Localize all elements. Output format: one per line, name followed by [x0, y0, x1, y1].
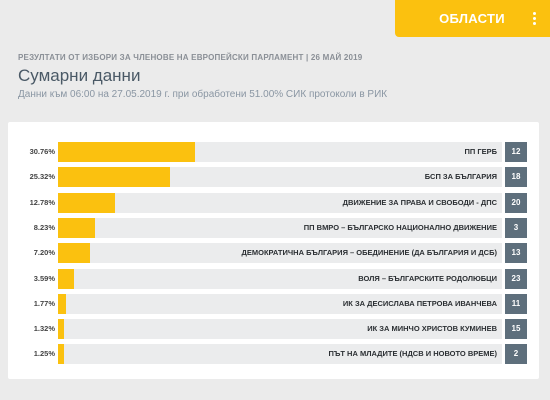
bar — [58, 293, 66, 314]
page-subtitle: Данни към 06:00 на 27.05.2019 г. при обр… — [18, 89, 388, 100]
category-label: ПП ВМРО – БЪЛГАРСКО НАЦИОНАЛНО ДВИЖЕНИЕ — [303, 222, 497, 232]
bar — [58, 217, 95, 238]
page-title: Сумарни данни — [18, 66, 141, 85]
bar-track: БСП ЗА БЪЛГАРИЯ — [58, 167, 502, 188]
chart-row[interactable]: 8.23% ПП ВМРО – БЪЛГАРСКО НАЦИОНАЛНО ДВИЖ… — [8, 217, 539, 238]
ballot-number-badge: 23 — [505, 268, 527, 289]
category-label: ДВИЖЕНИЕ ЗА ПРАВА И СВОБОДИ - ДПС — [342, 197, 497, 207]
bar — [58, 344, 64, 365]
bar-value-label: 12.78% — [29, 197, 55, 207]
bar-track: ИК ЗА МИНЧО ХРИСТОВ КУМИНЕВ — [58, 319, 502, 340]
kebab-menu-icon[interactable] — [529, 12, 540, 25]
bar-value-label: 3.59% — [33, 273, 55, 283]
bar-track: ДЕМОКРАТИЧНА БЪЛГАРИЯ – ОБЕДИНЕНИЕ (ДА Б… — [58, 243, 502, 264]
bar — [58, 167, 171, 188]
ballot-number-badge: 11 — [505, 293, 527, 314]
bar-track: ПП ГЕРБ — [58, 142, 502, 162]
chart-row[interactable]: 3.59% ВОЛЯ – БЪЛГАРСКИТЕ РОДОЛЮБЦИ 23 — [8, 268, 539, 289]
bar-track: ВОЛЯ – БЪЛГАРСКИТЕ РОДОЛЮБЦИ — [58, 268, 502, 289]
chart-row[interactable]: 12.78% ДВИЖЕНИЕ ЗА ПРАВА И СВОБОДИ - ДПС 2… — [8, 192, 539, 213]
ballot-number-badge: 13 — [505, 243, 527, 264]
category-label: ПП ГЕРБ — [464, 147, 497, 156]
ballot-number-badge: 18 — [505, 167, 527, 188]
bar-value-label: 30.76% — [29, 147, 55, 156]
chart-row[interactable]: 1.77% ИК ЗА ДЕСИСЛАВА ПЕТРОВА ИВАНЧЕВА 11 — [8, 293, 539, 314]
bar — [58, 243, 90, 264]
bar-track: ПП ВМРО – БЪЛГАРСКО НАЦИОНАЛНО ДВИЖЕНИЕ — [58, 217, 502, 238]
category-label: ИК ЗА МИНЧО ХРИСТОВ КУМИНЕВ — [367, 324, 497, 334]
election-title: РЕЗУЛТАТИ ОТ ИЗБОРИ ЗА ЧЛЕНОВЕ НА ЕВРОПЕ… — [18, 53, 363, 62]
bar — [58, 268, 74, 289]
bar — [58, 142, 195, 162]
ballot-number-badge: 20 — [505, 192, 527, 213]
regions-button[interactable]: ОБЛАСТИ — [395, 0, 550, 37]
chart-row[interactable]: 1.25% ПЪТ НА МЛАДИТЕ (НДСВ И НОВОТО ВРЕМЕ… — [8, 344, 539, 365]
results-chart: 30.76% ПП ГЕРБ 12 25.32% БСП ЗА БЪЛГАРИЯ 18 12… — [8, 122, 539, 379]
bar-value-label: 1.25% — [33, 349, 55, 359]
ballot-number-badge: 2 — [505, 344, 527, 365]
category-label: БСП ЗА БЪЛГАРИЯ — [424, 172, 497, 182]
ballot-number-badge: 3 — [505, 217, 527, 238]
bar — [58, 319, 64, 340]
bar-track: ИК ЗА ДЕСИСЛАВА ПЕТРОВА ИВАНЧЕВА — [58, 293, 502, 314]
regions-button-label: ОБЛАСТИ — [439, 11, 505, 26]
bar — [58, 192, 115, 213]
category-label: ДЕМОКРАТИЧНА БЪЛГАРИЯ – ОБЕДИНЕНИЕ (ДА Б… — [241, 248, 497, 258]
bar-value-label: 7.20% — [33, 248, 55, 258]
ballot-number-badge: 15 — [505, 319, 527, 340]
bar-track: ДВИЖЕНИЕ ЗА ПРАВА И СВОБОДИ - ДПС — [58, 192, 502, 213]
chart-row[interactable]: 1.32% ИК ЗА МИНЧО ХРИСТОВ КУМИНЕВ 15 — [8, 319, 539, 340]
bar-value-label: 1.77% — [33, 298, 55, 308]
category-label: ИК ЗА ДЕСИСЛАВА ПЕТРОВА ИВАНЧЕВА — [342, 298, 497, 308]
bar-value-label: 1.32% — [33, 324, 55, 334]
bar-track: ПЪТ НА МЛАДИТЕ (НДСВ И НОВОТО ВРЕМЕ) — [58, 344, 502, 365]
category-label: ПЪТ НА МЛАДИТЕ (НДСВ И НОВОТО ВРЕМЕ) — [328, 349, 497, 359]
bar-value-label: 25.32% — [29, 172, 55, 182]
category-label: ВОЛЯ – БЪЛГАРСКИТЕ РОДОЛЮБЦИ — [358, 273, 497, 283]
chart-row[interactable]: 25.32% БСП ЗА БЪЛГАРИЯ 18 — [8, 167, 539, 188]
chart-row[interactable]: 30.76% ПП ГЕРБ 12 — [8, 142, 539, 162]
bar-value-label: 8.23% — [33, 222, 55, 232]
ballot-number-badge: 12 — [505, 142, 527, 162]
chart-row[interactable]: 7.20% ДЕМОКРАТИЧНА БЪЛГАРИЯ – ОБЕДИНЕНИЕ … — [8, 243, 539, 264]
